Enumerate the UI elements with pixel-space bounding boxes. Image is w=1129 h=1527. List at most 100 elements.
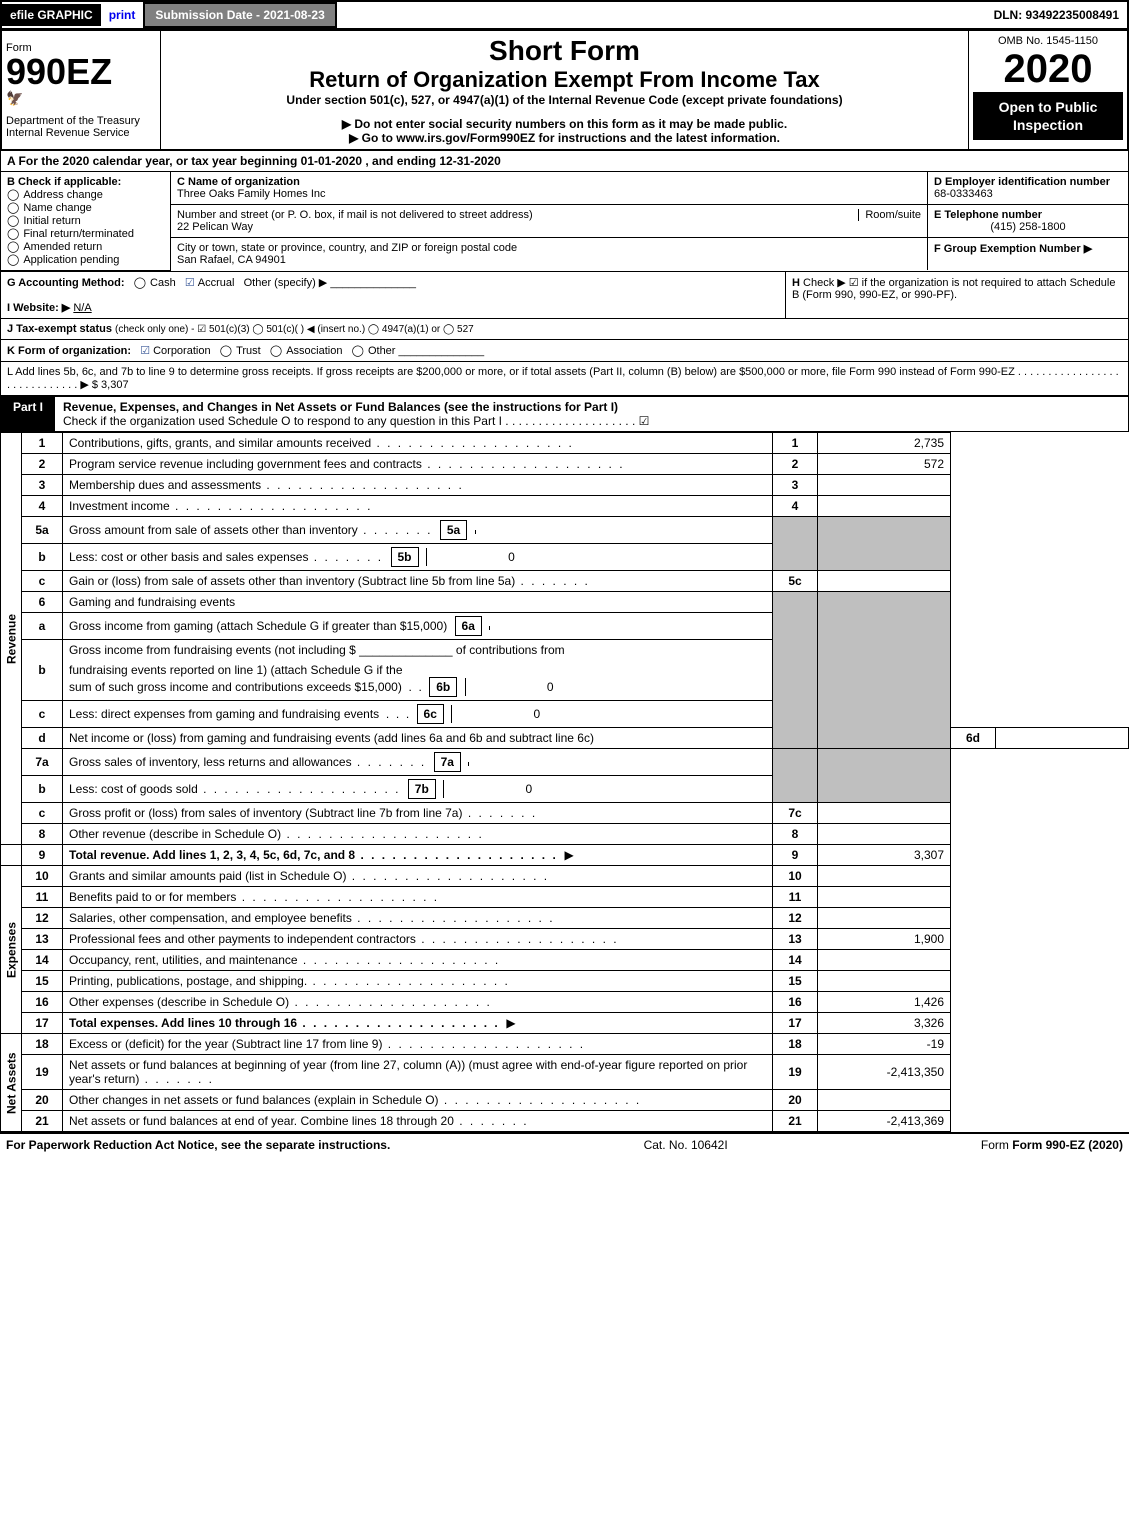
check-name-change[interactable]: Name change [7,201,164,214]
box-c-name-label: C Name of organization [177,176,300,188]
room-suite-label: Room/suite [858,209,921,221]
line6c-desc: Less: direct expenses from gaming and fu… [63,701,773,728]
line10-val [818,866,951,887]
box-j-label: J Tax-exempt status [7,323,112,335]
check-corporation[interactable]: Corporation [140,345,210,357]
line10-no: 10 [22,866,63,887]
omb-number: OMB No. 1545-1150 [973,35,1123,47]
title-short-form: Short Form [165,35,964,67]
line21-val: -2,413,369 [818,1111,951,1132]
check-other-org[interactable]: Other [352,345,396,357]
line3-num: 3 [773,475,818,496]
line12-no: 12 [22,908,63,929]
box-c-street: Number and street (or P. O. box, if mail… [171,205,927,238]
line8-desc: Other revenue (describe in Schedule O) [63,824,773,845]
line21-num: 21 [773,1111,818,1132]
check-initial-return[interactable]: Initial return [7,214,164,227]
line5b-no: b [22,544,63,571]
print-link[interactable]: print [101,8,144,22]
check-cash[interactable]: Cash [134,277,176,289]
line6d-desc: Net income or (loss) from gaming and fun… [63,728,773,749]
box-e-label: E Telephone number [934,209,1042,221]
other-specify: Other (specify) ▶ [244,277,328,289]
line7c-val [818,803,951,824]
box-h-text: Check ▶ ☑ if the organization is not req… [792,277,1115,301]
line19-desc: Net assets or fund balances at beginning… [63,1055,773,1090]
line21-desc: Net assets or fund balances at end of ye… [63,1111,773,1132]
page-footer: For Paperwork Reduction Act Notice, see … [0,1132,1129,1156]
line6b-desc1: Gross income from fundraising events (no… [63,640,773,661]
irs-label: Internal Revenue Service [6,127,156,139]
line5c-num: 5c [773,571,818,592]
line7b-box: 7b [408,779,436,799]
top-bar: efile GRAPHIC print Submission Date - 20… [0,0,1129,30]
line18-desc: Excess or (deficit) for the year (Subtra… [63,1034,773,1055]
phone-value: (415) 258-1800 [934,221,1122,233]
line15-num: 15 [773,971,818,992]
line1-no: 1 [22,433,63,454]
line19-num: 19 [773,1055,818,1090]
line12-num: 12 [773,908,818,929]
line20-num: 20 [773,1090,818,1111]
box-b-label: B Check if applicable: [7,176,164,188]
tax-year: 2020 [973,47,1123,92]
line7a-box: 7a [434,752,461,772]
line6d-no: d [22,728,63,749]
line2-num: 2 [773,454,818,475]
check-address-change[interactable]: Address change [7,188,164,201]
info-grid: B Check if applicable: Address change Na… [0,172,1129,272]
line1-val: 2,735 [818,433,951,454]
line7-grey [773,749,818,803]
line9-desc: Total revenue. Add lines 1, 2, 3, 4, 5c,… [63,845,773,866]
line11-num: 11 [773,887,818,908]
line5c-no: c [22,571,63,592]
gh-row: G Accounting Method: Cash Accrual Other … [0,272,1129,319]
section-a-tax-year: A For the 2020 calendar year, or tax yea… [0,151,1129,172]
line13-num: 13 [773,929,818,950]
line18-val: -19 [818,1034,951,1055]
box-l-row: L Add lines 5b, 6c, and 7b to line 9 to … [0,362,1129,397]
goto-link[interactable]: ▶ Go to www.irs.gov/Form990EZ for instru… [165,131,964,145]
line1-desc: Contributions, gifts, grants, and simila… [63,433,773,454]
line14-desc: Occupancy, rent, utilities, and maintena… [63,950,773,971]
check-application-pending[interactable]: Application pending [7,253,164,266]
submission-date-box: Submission Date - 2021-08-23 [143,2,336,28]
line6-no: 6 [22,592,63,613]
line16-no: 16 [22,992,63,1013]
line7b-no: b [22,776,63,803]
website-value: N/A [73,302,91,314]
line3-val [818,475,951,496]
line20-desc: Other changes in net assets or fund bala… [63,1090,773,1111]
line7b-desc: Less: cost of goods sold 7b 0 [63,776,773,803]
check-final-return[interactable]: Final return/terminated [7,227,164,240]
check-association[interactable]: Association [270,345,343,357]
part1-title: Revenue, Expenses, and Changes in Net As… [63,400,618,414]
line5a-no: 5a [22,517,63,544]
box-k-row: K Form of organization: Corporation Trus… [0,340,1129,362]
no-ssn-notice: ▶ Do not enter social security numbers o… [165,117,964,131]
footer-paperwork: For Paperwork Reduction Act Notice, see … [6,1138,390,1152]
check-trust[interactable]: Trust [220,345,261,357]
line9-val: 3,307 [818,845,951,866]
line4-val [818,496,951,517]
line16-desc: Other expenses (describe in Schedule O) [63,992,773,1013]
check-amended-return[interactable]: Amended return [7,240,164,253]
line17-desc: Total expenses. Add lines 10 through 16 … [63,1013,773,1034]
footer-formref: Form Form 990-EZ (2020) [981,1138,1123,1152]
box-l-text: L Add lines 5b, 6c, and 7b to line 9 to … [7,366,1119,391]
line14-num: 14 [773,950,818,971]
line5c-desc: Gain or (loss) from sale of assets other… [63,571,773,592]
line13-desc: Professional fees and other payments to … [63,929,773,950]
line7a-no: 7a [22,749,63,776]
line1-num: 1 [773,433,818,454]
box-e: E Telephone number (415) 258-1800 [928,205,1128,238]
side-label-expenses: Expenses [1,866,22,1034]
line11-val [818,887,951,908]
line7c-num: 7c [773,803,818,824]
box-d-label: D Employer identification number [934,176,1110,188]
line12-val [818,908,951,929]
line7c-no: c [22,803,63,824]
line6d-num: 6d [951,728,996,749]
check-accrual[interactable]: Accrual [185,277,235,289]
part1-header: Part I Revenue, Expenses, and Changes in… [0,397,1129,432]
